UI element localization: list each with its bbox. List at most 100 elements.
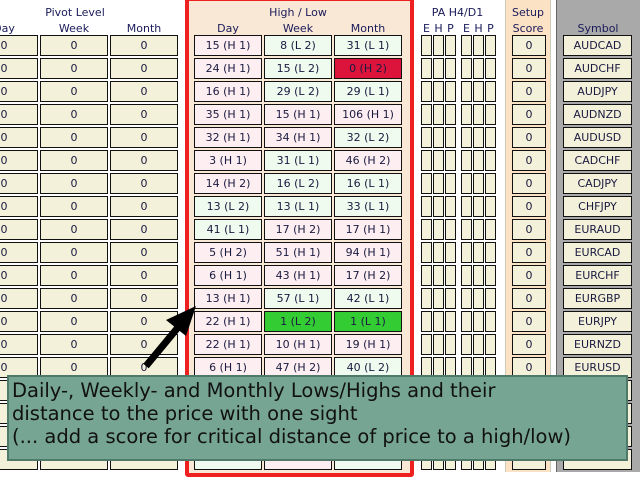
pa-indicator-cell: [461, 288, 472, 309]
symbol-button[interactable]: CADJPY: [563, 173, 632, 194]
pa-indicator-cell: [421, 196, 432, 217]
symbol-button[interactable]: AUDUSD: [563, 127, 632, 148]
high-low-cell: 43 (H 1): [264, 265, 332, 286]
pa-indicator-cell: [433, 219, 444, 240]
symbol-button[interactable]: EURNZD: [563, 334, 632, 355]
pa-indicator-cell: [433, 288, 444, 309]
pa-indicator-cell: [461, 104, 472, 125]
high-low-cell: 8 (L 2): [264, 35, 332, 56]
symbol-button[interactable]: AUDCAD: [563, 35, 632, 56]
setup-score-cell: 0: [512, 127, 546, 148]
pa-indicator-cell: [461, 127, 472, 148]
pa-indicator-cell: [485, 35, 496, 56]
symbol-button[interactable]: CHFJPY: [563, 196, 632, 217]
high-low-cell: 29 (L 2): [264, 81, 332, 102]
high-low-header: High / Low: [269, 6, 327, 19]
pivot-cell: 0: [40, 334, 108, 355]
pa-indicator-cell: [445, 35, 456, 56]
pa-indicator-cell: [421, 35, 432, 56]
pa-indicator-cell: [473, 58, 484, 79]
setup-score-cell: 0: [512, 104, 546, 125]
pa-indicator-cell: [485, 173, 496, 194]
symbol-button[interactable]: EURUSD: [563, 357, 632, 378]
high-low-cell: 29 (L 1): [334, 81, 402, 102]
pa-indicator-cell: [461, 173, 472, 194]
pa-indicator-cell: [433, 242, 444, 263]
pivot-cell: 0: [40, 35, 108, 56]
pivot-day-header: Day: [0, 22, 15, 35]
pa-indicator-cell: [421, 127, 432, 148]
pa-indicator-cell: [433, 81, 444, 102]
pa-indicator-cell: [433, 104, 444, 125]
pa-indicator-cell: [421, 311, 432, 332]
pivot-cell: 0: [0, 150, 38, 171]
high-low-cell: 16 (L 1): [334, 173, 402, 194]
pivot-cell: 0: [110, 311, 178, 332]
high-low-cell: 31 (L 1): [334, 35, 402, 56]
pa-indicator-cell: [421, 265, 432, 286]
symbol-button[interactable]: AUDJPY: [563, 81, 632, 102]
pa-indicator-cell: [421, 173, 432, 194]
pa-indicator-cell: [485, 150, 496, 171]
pa-header: PA H4/D1: [431, 6, 484, 19]
pa-indicator-cell: [485, 196, 496, 217]
setup-score-cell: 0: [512, 58, 546, 79]
setup-score-cell: 0: [512, 242, 546, 263]
high-low-cell: 13 (L 2): [194, 196, 262, 217]
symbol-button[interactable]: AUDCHF: [563, 58, 632, 79]
hl-day-header: Day: [217, 22, 239, 35]
pivot-cell: 0: [0, 104, 38, 125]
pa-indicator-cell: [445, 58, 456, 79]
high-low-cell: 17 (H 2): [264, 219, 332, 240]
high-low-cell: 19 (H 1): [334, 334, 402, 355]
pa-col-header: P: [487, 22, 494, 35]
pa-indicator-cell: [473, 242, 484, 263]
high-low-cell: 15 (H 1): [194, 35, 262, 56]
symbol-header: Symbol: [577, 22, 619, 35]
pa-indicator-cell: [485, 334, 496, 355]
pa-indicator-cell: [461, 81, 472, 102]
symbol-button[interactable]: EURCHF: [563, 265, 632, 286]
high-low-cell: 57 (L 1): [264, 288, 332, 309]
high-low-cell: 0 (H 2): [334, 58, 402, 79]
setup-score-cell: 0: [512, 35, 546, 56]
high-low-cell: 35 (H 1): [194, 104, 262, 125]
pa-indicator-cell: [461, 150, 472, 171]
high-low-cell: 41 (L 1): [194, 219, 262, 240]
symbol-button[interactable]: EURAUD: [563, 219, 632, 240]
pivot-cell: 0: [40, 104, 108, 125]
symbol-button[interactable]: EURCAD: [563, 242, 632, 263]
symbol-button[interactable]: AUDNZD: [563, 104, 632, 125]
high-low-cell: 94 (H 1): [334, 242, 402, 263]
setup-score-cell: 0: [512, 219, 546, 240]
pa-indicator-cell: [445, 242, 456, 263]
pivot-cell: 0: [0, 58, 38, 79]
symbol-button[interactable]: EURGBP: [563, 288, 632, 309]
pivot-cell: 0: [0, 265, 38, 286]
callout-line-2: distance to the price with one sight: [12, 402, 358, 425]
symbol-button[interactable]: EURJPY: [563, 311, 632, 332]
pa-indicator-cell: [433, 127, 444, 148]
pivot-cell: 0: [0, 219, 38, 240]
pa-indicator-cell: [473, 127, 484, 148]
pa-indicator-cell: [421, 150, 432, 171]
pa-indicator-cell: [433, 196, 444, 217]
pivot-cell: 0: [0, 311, 38, 332]
pivot-cell: 0: [40, 196, 108, 217]
pa-indicator-cell: [421, 58, 432, 79]
setup-score-cell: 0: [512, 81, 546, 102]
arrow-head-icon: [166, 306, 196, 336]
pa-col-header: E: [463, 22, 470, 35]
setup-score-cell: 0: [512, 196, 546, 217]
high-low-cell: 46 (H 2): [334, 150, 402, 171]
pa-indicator-cell: [473, 288, 484, 309]
symbol-button[interactable]: CADCHF: [563, 150, 632, 171]
pa-indicator-cell: [433, 265, 444, 286]
pa-indicator-cell: [485, 311, 496, 332]
arrow-shaft: [143, 322, 183, 369]
setup-score-cell: 0: [512, 150, 546, 171]
callout-line-3: (... add a score for critical distance o…: [12, 425, 572, 448]
pivot-cell: 0: [0, 288, 38, 309]
high-low-cell: 32 (L 2): [334, 127, 402, 148]
high-low-cell: 42 (L 1): [334, 288, 402, 309]
